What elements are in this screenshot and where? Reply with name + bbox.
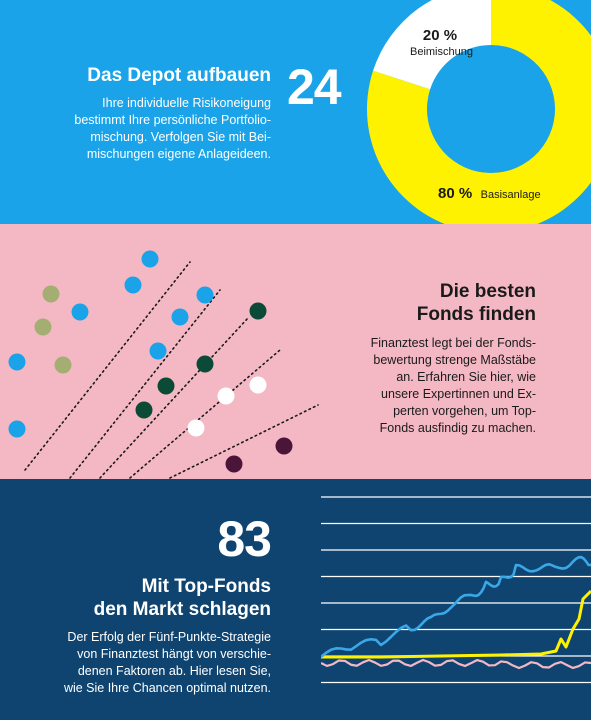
- dotted-line: [24, 261, 191, 471]
- section-fonds: Die besten Fonds finden Finanztest legt …: [0, 224, 591, 479]
- fund-dot-blue: [8, 353, 26, 371]
- section-depot: Das Depot aufbauen Ihre individuelle Ris…: [0, 0, 591, 224]
- fonds-text: Finanztest legt bei der Fonds- bewertung…: [370, 336, 536, 435]
- fund-dot-blue: [124, 276, 142, 294]
- section-markt: 83 Mit Top-Fonds den Markt schlagen Der …: [0, 479, 591, 720]
- fund-dots: [8, 250, 293, 473]
- fund-dot-blue: [71, 303, 89, 321]
- fund-dot-green: [157, 377, 175, 395]
- fund-dots-illustration: [8, 250, 319, 479]
- fund-dot-olive: [54, 356, 72, 374]
- donut-chart: [367, 0, 591, 224]
- depot-text: Ihre individuelle Risikoneigung bestimmt…: [74, 96, 271, 161]
- dotted-diagonal-lines: [24, 261, 319, 479]
- fund-dot-blue: [149, 342, 167, 360]
- fund-dot-white: [187, 419, 205, 437]
- fund-dot-blue: [8, 420, 26, 438]
- dotted-line: [169, 404, 319, 479]
- depot-title[interactable]: Das Depot aufbauen: [87, 65, 271, 86]
- fund-dot-purple: [225, 455, 243, 473]
- donut-label-basisanlage: 80 % Basisanlage: [438, 185, 541, 202]
- donut-segment-basisanlage: [367, 0, 591, 224]
- fonds-title[interactable]: Die besten Fonds finden: [416, 281, 536, 325]
- donut-segment-beimischung: [373, 0, 491, 90]
- fund-dot-white: [249, 376, 267, 394]
- series-line-blue: [321, 555, 591, 659]
- fund-dot-blue: [141, 250, 159, 268]
- series-line-yellow: [321, 589, 591, 659]
- donut-label-beimischung: 20 % Beimischung: [410, 27, 473, 58]
- fund-dot-white: [217, 387, 235, 405]
- depot-page-number: 24: [287, 59, 342, 115]
- series-line-pink: [321, 658, 591, 670]
- fund-dot-green: [135, 401, 153, 419]
- markt-page-number: 83: [217, 511, 272, 567]
- fund-dot-blue: [196, 286, 214, 304]
- fund-dot-green: [249, 302, 267, 320]
- markt-text: Der Erfolg der Fünf-Punkte-Strategie von…: [63, 630, 271, 695]
- fund-dot-green: [196, 355, 214, 373]
- fund-dot-olive: [34, 318, 52, 336]
- markt-title[interactable]: Mit Top-Fonds den Markt schlagen: [93, 576, 271, 620]
- fund-dot-purple: [275, 437, 293, 455]
- dotted-line: [99, 317, 249, 479]
- performance-line-chart: [321, 496, 591, 684]
- dotted-line: [129, 349, 281, 479]
- dotted-line: [69, 289, 221, 479]
- fund-dot-blue: [171, 308, 189, 326]
- fund-dot-olive: [42, 285, 60, 303]
